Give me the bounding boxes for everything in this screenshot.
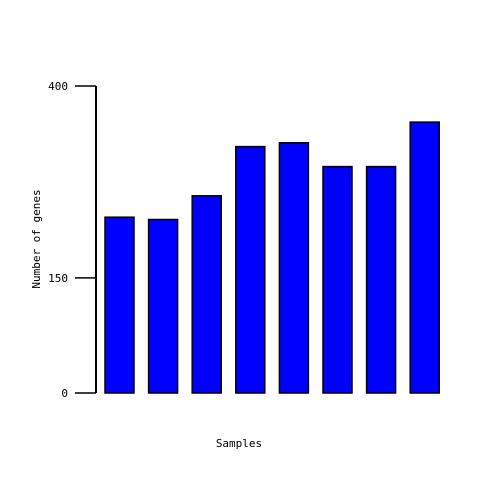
bar-5 [278,142,310,394]
y-tick-label: 0 [61,387,68,400]
bar-2 [147,218,179,394]
bar-6 [322,165,353,394]
bar-4 [235,145,266,394]
y-axis-label: Number of genes [30,189,43,288]
bar-7 [365,165,397,394]
y-ticks-group: 0 150 400 [48,80,96,400]
bar-1 [104,216,135,394]
bar-8 [409,121,440,394]
bar-3 [191,195,222,394]
x-axis-label: Samples [216,437,262,450]
bars-group [104,121,440,394]
y-tick-label: 400 [48,80,68,93]
y-tick-label: 150 [48,272,68,285]
